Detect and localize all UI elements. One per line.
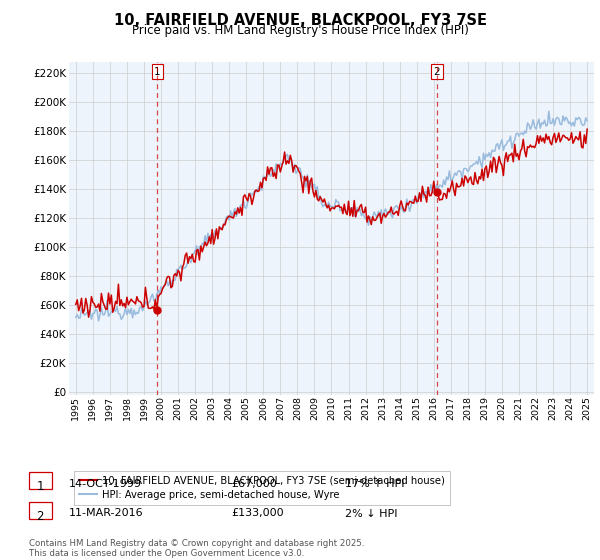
Text: 14-OCT-1999: 14-OCT-1999 [69,479,142,489]
Text: 10, FAIRFIELD AVENUE, BLACKPOOL, FY3 7SE: 10, FAIRFIELD AVENUE, BLACKPOOL, FY3 7SE [113,13,487,28]
Text: Contains HM Land Registry data © Crown copyright and database right 2025.
This d: Contains HM Land Registry data © Crown c… [29,539,364,558]
Text: 11-MAR-2016: 11-MAR-2016 [69,508,143,519]
Text: 17% ↑ HPI: 17% ↑ HPI [345,479,404,489]
Text: 2: 2 [434,67,440,77]
Text: Price paid vs. HM Land Registry's House Price Index (HPI): Price paid vs. HM Land Registry's House … [131,24,469,37]
Legend: 10, FAIRFIELD AVENUE, BLACKPOOL, FY3 7SE (semi-detached house), HPI: Average pri: 10, FAIRFIELD AVENUE, BLACKPOOL, FY3 7SE… [74,471,450,505]
Text: £133,000: £133,000 [231,508,284,519]
Text: 1: 1 [154,67,161,77]
Text: £67,000: £67,000 [231,479,277,489]
Text: 2% ↓ HPI: 2% ↓ HPI [345,508,398,519]
Text: 1: 1 [37,480,44,493]
Text: 2: 2 [37,510,44,522]
